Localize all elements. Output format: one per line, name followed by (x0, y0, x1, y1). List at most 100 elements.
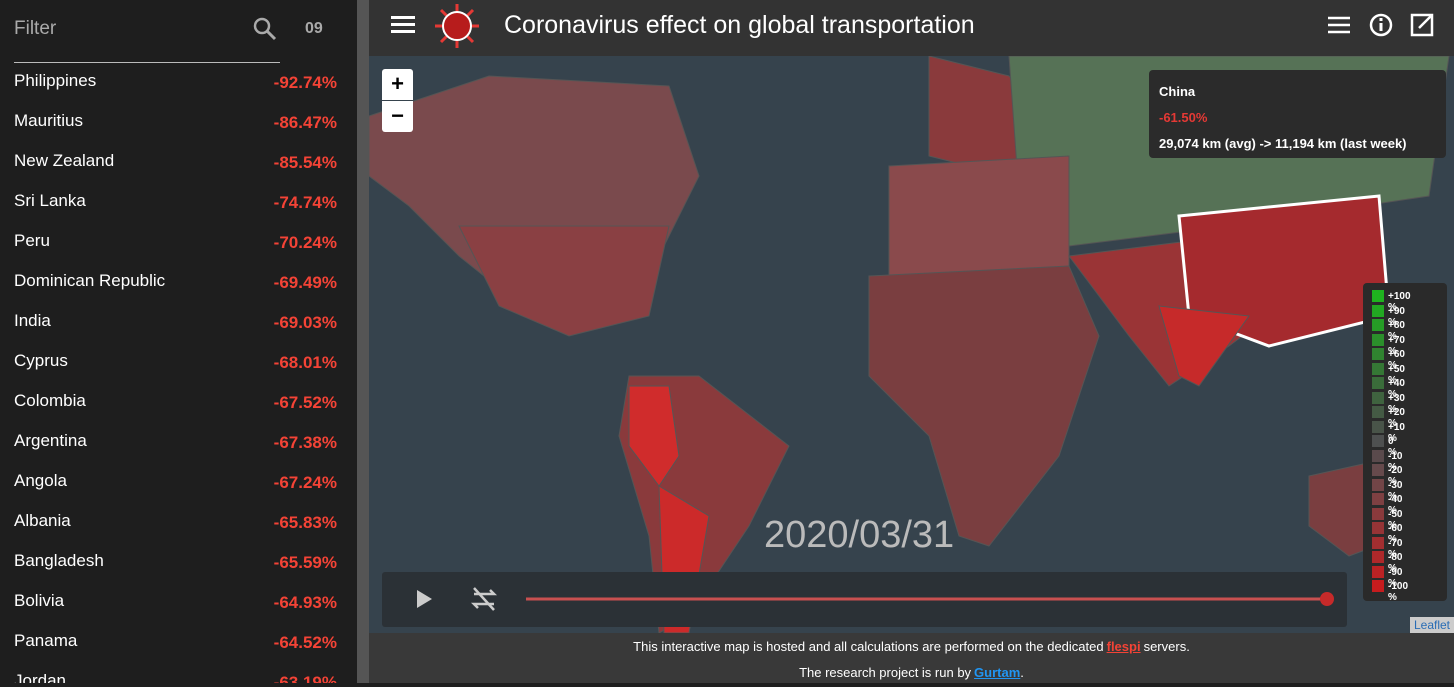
country-name: Mauritius (14, 111, 83, 130)
country-name: Albania (14, 511, 71, 530)
header-icons[interactable] (1326, 12, 1436, 40)
footer-text: The research project is run by (799, 665, 972, 680)
legend-label: -20 % (1388, 465, 1403, 487)
legend-swatch (1372, 478, 1384, 491)
country-change: -64.93% (273, 593, 337, 612)
filter-underline (14, 62, 280, 63)
country-change: -65.59% (273, 553, 337, 572)
country-name: Sri Lanka (14, 191, 86, 210)
legend: +100 % +90 % +80 % +70 % +60 % +50 % +40 % +30 … (1363, 283, 1447, 603)
legend-swatch (1372, 348, 1384, 360)
legend-swatch (1372, 435, 1384, 447)
legend-swatch (1372, 565, 1384, 578)
country-name: Bolivia (14, 591, 65, 610)
legend-label: +30 % (1388, 392, 1405, 415)
country-change: -86.47% (273, 113, 337, 132)
country-name: Jordan (14, 671, 66, 683)
menu-icon[interactable] (391, 14, 417, 36)
footer-line: The research project is run by Gurtam. (369, 659, 1454, 685)
zoom-in[interactable]: + (382, 69, 413, 100)
country-name: Argentina (14, 431, 87, 450)
country-name: India (14, 311, 51, 330)
legend-label: -80 % (1388, 552, 1403, 574)
legend-swatch (1372, 580, 1384, 592)
legend-label: +80 % (1388, 320, 1405, 342)
filter-input[interactable]: Filter (14, 18, 57, 39)
timeline (382, 572, 1347, 627)
footer-line: This interactive map is hosted and all c… (369, 633, 1454, 659)
country-change: -67.38% (273, 433, 337, 452)
sidebar: Filter 09 Philippines -92.74% Mauritius -86… (0, 0, 357, 683)
legend-label: +40 % (1388, 378, 1405, 400)
legend-label: -60 % (1388, 523, 1403, 545)
legend-swatch (1372, 319, 1384, 331)
country-change: -69.03% (273, 313, 337, 332)
country-name: Cyprus (14, 351, 68, 370)
legend-label: -40 % (1388, 494, 1403, 516)
search-icon[interactable] (252, 16, 278, 42)
tooltip-detail: 29,074 km (avg) -> 11,194 km (last week) (1159, 136, 1407, 151)
header: Coronavirus effect on global transportat… (369, 0, 1454, 56)
legend-label: +60 % (1388, 349, 1405, 371)
legend-label: 0 % (1388, 436, 1397, 458)
attribution-link[interactable]: Leaflet (1409, 617, 1454, 633)
legend-label: -70 % (1388, 537, 1403, 560)
country-name: Colombia (14, 391, 86, 410)
country-change: -69.49% (273, 273, 337, 292)
tooltip: China -61.50% 29,074 km (avg) -> 11,194 … (1149, 70, 1446, 158)
country-name: Dominican Republic (14, 271, 166, 290)
map-shapes (369, 56, 1450, 633)
zoom-out[interactable]: − (382, 101, 413, 132)
legend-swatch (1372, 493, 1384, 505)
virus-logo (435, 4, 479, 48)
footer-text: servers. (1143, 639, 1190, 654)
app-title: Coronavirus effect on global transportat… (504, 11, 975, 39)
country-change: -64.52% (273, 633, 337, 652)
legend-label: +20 % (1388, 407, 1405, 429)
legend-swatch (1372, 507, 1384, 520)
legend-swatch (1372, 551, 1384, 563)
footer: This interactive map is hosted and all c… (369, 633, 1454, 683)
legend-label: -10 % (1388, 450, 1403, 473)
timeline-controls[interactable] (382, 572, 1347, 627)
country-name: Philippines (14, 71, 97, 90)
tooltip-change: -61.50% (1159, 110, 1208, 125)
legend-swatch (1372, 391, 1384, 404)
country-change: -63.19% (273, 673, 337, 683)
country-change: -67.24% (273, 473, 337, 492)
gurtam-link[interactable]: Gurtam (974, 665, 1021, 680)
map[interactable]: + − China -61.50% 29,074 km (avg) -> 11,… (369, 56, 1454, 633)
tooltip-country: China (1159, 84, 1196, 99)
country-change: -70.24% (273, 233, 337, 252)
country-name: Angola (14, 471, 67, 490)
legend-swatch (1372, 449, 1384, 462)
legend-label: +100 % (1388, 291, 1411, 313)
country-name: Peru (14, 231, 50, 250)
footer-text: This interactive map is hosted and all c… (633, 639, 1104, 654)
legend-label: +10 % (1388, 421, 1405, 444)
country-change: -74.74% (273, 193, 337, 212)
legend-swatch (1372, 333, 1384, 346)
legend-label: -100 % (1388, 581, 1409, 603)
scrollbar[interactable] (357, 0, 369, 683)
footer-text: . (1020, 665, 1024, 680)
legend-label: -30 % (1388, 479, 1403, 502)
legend-swatch (1372, 420, 1384, 433)
legend-swatch (1372, 377, 1384, 389)
flespi-link[interactable]: flespi (1106, 639, 1141, 654)
legend-label: +50 % (1388, 363, 1405, 386)
legend-swatch (1372, 464, 1384, 476)
legend-label: +70 % (1388, 334, 1405, 357)
country-name: Bangladesh (14, 551, 104, 570)
legend-label: -50 % (1388, 508, 1403, 531)
legend-swatch (1372, 290, 1384, 302)
country-change: -65.83% (273, 513, 337, 532)
legend-swatch (1372, 522, 1384, 534)
sort-toggle[interactable]: 09 (305, 20, 323, 37)
date-label: 2020/03/31 (764, 514, 955, 556)
country-change: -92.74% (273, 73, 337, 92)
legend-label: +90 % (1388, 305, 1405, 328)
legend-swatch (1372, 304, 1384, 317)
country-change: -85.54% (273, 153, 337, 172)
